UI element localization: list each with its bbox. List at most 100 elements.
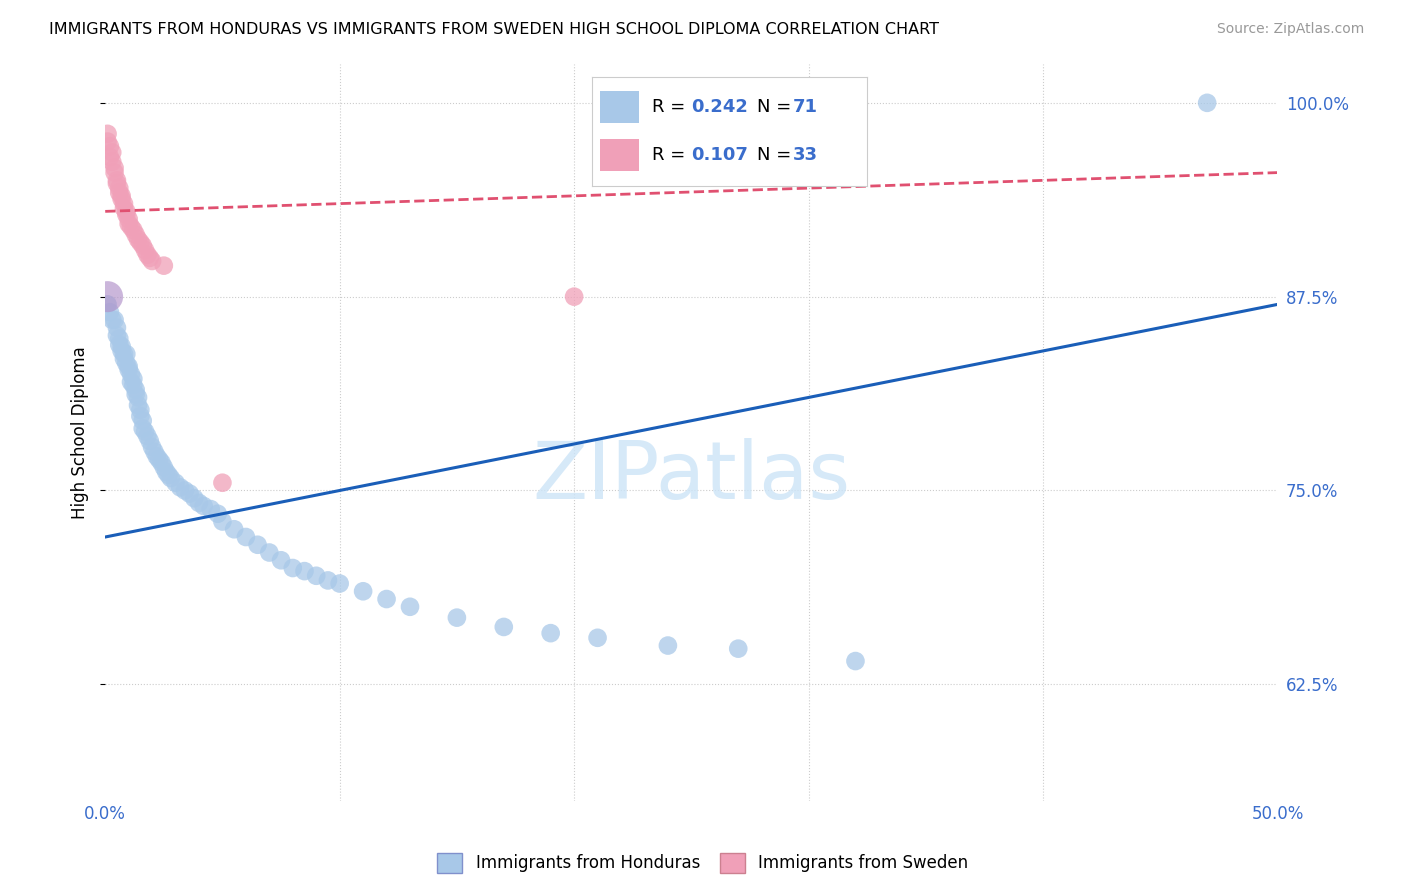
Point (105, 177, 128, 191)
Point (129, 235, 152, 250)
Point (141, 254, 163, 268)
Point (98, 305, 121, 319)
Point (96, 135, 118, 149)
Point (183, 491, 205, 506)
Point (270, 553, 292, 567)
Point (127, 232, 149, 246)
Point (136, 248, 159, 262)
Point (259, 545, 281, 559)
Point (446, 610, 468, 624)
Point (120, 367, 142, 381)
Point (235, 530, 257, 544)
Point (246, 538, 269, 552)
Point (1197, 95, 1219, 110)
Point (105, 173, 128, 187)
Point (352, 584, 374, 599)
Point (129, 409, 152, 423)
Point (211, 475, 233, 490)
Point (125, 387, 148, 401)
Point (153, 259, 176, 273)
Point (375, 592, 398, 607)
Point (115, 356, 138, 370)
Point (112, 347, 135, 361)
Point (139, 251, 162, 265)
Point (111, 189, 134, 203)
Point (111, 339, 134, 353)
Point (224, 522, 246, 536)
Point (108, 186, 131, 200)
Point (143, 444, 166, 458)
Point (122, 223, 145, 237)
Point (155, 465, 177, 479)
Point (207, 507, 229, 521)
Point (112, 201, 135, 215)
Point (104, 161, 127, 175)
Point (98, 150, 121, 164)
Point (844, 654, 866, 668)
Point (146, 450, 169, 464)
Point (112, 351, 135, 366)
Point (134, 243, 156, 257)
Point (105, 328, 128, 343)
Point (160, 471, 183, 485)
Point (111, 192, 134, 206)
Point (174, 483, 197, 498)
Point (305, 568, 328, 582)
Point (153, 460, 176, 475)
Point (125, 383, 148, 397)
Point (118, 212, 141, 227)
Point (101, 154, 124, 169)
Point (118, 362, 141, 376)
Point (111, 343, 134, 358)
Point (136, 429, 159, 443)
Point (329, 576, 352, 591)
Point (188, 496, 211, 510)
Text: ZIPatlas: ZIPatlas (533, 438, 851, 516)
Point (132, 238, 155, 252)
Point (148, 452, 170, 467)
Point (108, 332, 131, 346)
Point (127, 391, 149, 405)
Point (294, 564, 316, 578)
Point (132, 414, 155, 428)
Point (122, 372, 145, 386)
Text: IMMIGRANTS FROM HONDURAS VS IMMIGRANTS FROM SWEDEN HIGH SCHOOL DIPLOMA CORRELATI: IMMIGRANTS FROM HONDURAS VS IMMIGRANTS F… (49, 22, 939, 37)
Point (96, 127, 118, 141)
Point (540, 626, 562, 640)
Point (179, 486, 201, 500)
Point (122, 378, 145, 392)
Point (134, 425, 156, 439)
Point (211, 515, 233, 529)
Point (96, 297, 118, 311)
Point (157, 467, 180, 482)
Point (141, 440, 163, 454)
Point (165, 475, 187, 490)
Point (169, 480, 191, 494)
Legend: Immigrants from Honduras, Immigrants from Sweden: Immigrants from Honduras, Immigrants fro… (430, 847, 976, 880)
Point (657, 639, 679, 653)
Point (139, 434, 162, 448)
Point (316, 574, 339, 588)
Point (108, 337, 131, 351)
Point (132, 421, 155, 435)
Point (127, 398, 149, 412)
Point (150, 456, 173, 470)
Point (108, 181, 131, 195)
Point (101, 145, 124, 160)
Point (727, 641, 749, 656)
Point (118, 217, 141, 231)
Point (281, 561, 304, 575)
Point (118, 359, 141, 374)
Point (115, 347, 138, 361)
Point (120, 219, 142, 234)
Point (200, 502, 222, 516)
Point (115, 207, 138, 221)
Point (120, 375, 142, 389)
Point (105, 320, 128, 334)
Point (104, 313, 127, 327)
Point (562, 290, 585, 304)
Point (104, 166, 127, 180)
Point (492, 620, 515, 634)
Point (96, 290, 118, 304)
Point (98, 139, 121, 153)
